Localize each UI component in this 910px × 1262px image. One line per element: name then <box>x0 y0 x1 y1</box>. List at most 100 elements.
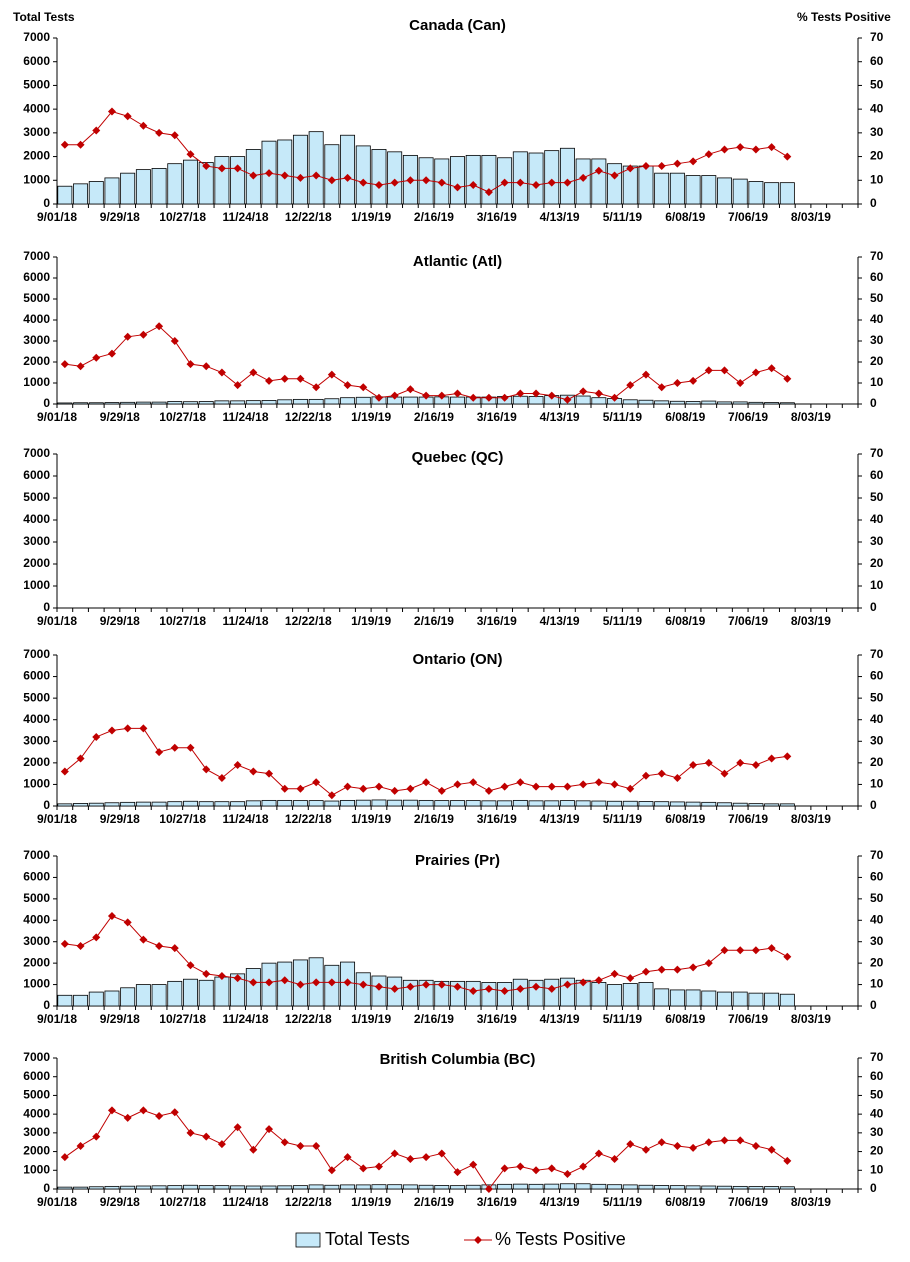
x-tick-label: 9/01/18 <box>37 410 77 424</box>
bar <box>748 181 764 205</box>
bar <box>183 159 198 205</box>
point <box>469 1160 478 1169</box>
x-tick-label: 10/27/18 <box>159 210 206 224</box>
y-tick-label: 7000 <box>23 1050 50 1064</box>
bar <box>418 799 434 807</box>
bar <box>575 1183 591 1190</box>
point <box>406 1155 415 1164</box>
bar <box>544 1183 560 1190</box>
point <box>437 980 446 989</box>
y2-tick-label: 10 <box>870 777 884 791</box>
bar <box>151 1185 167 1190</box>
bar <box>355 145 371 205</box>
y-tick-label: 7000 <box>23 446 50 460</box>
point <box>233 164 242 173</box>
point <box>170 743 179 752</box>
bar <box>559 800 575 807</box>
point <box>217 773 226 782</box>
y-tick-label: 0 <box>43 798 50 812</box>
y2-tick-label: 20 <box>870 955 884 969</box>
bar <box>183 401 198 405</box>
bar <box>104 402 120 405</box>
point <box>704 758 713 767</box>
bar <box>669 400 685 405</box>
bar <box>701 990 717 1007</box>
point <box>657 769 666 778</box>
y-tick-label: 6000 <box>23 669 50 683</box>
point <box>563 980 572 989</box>
bar <box>292 800 308 807</box>
point <box>422 1153 431 1162</box>
bar <box>73 803 89 807</box>
x-tick-label: 6/08/19 <box>665 614 705 628</box>
y-tick-label: 3000 <box>23 534 50 548</box>
point <box>359 784 368 793</box>
bar <box>512 151 528 205</box>
bar <box>183 1184 198 1190</box>
x-tick-label: 9/01/18 <box>37 210 77 224</box>
x-tick-label: 11/24/18 <box>222 812 268 826</box>
x-tick-label: 3/16/19 <box>477 210 517 224</box>
bar <box>544 150 560 205</box>
point <box>327 978 336 987</box>
y-tick-label: 2000 <box>23 556 50 570</box>
point <box>170 1108 179 1117</box>
bar <box>324 800 340 807</box>
bar <box>214 976 230 1007</box>
point <box>139 1106 148 1115</box>
y-tick-label: 7000 <box>23 647 50 661</box>
point <box>280 784 289 793</box>
y2-tick-label: 10 <box>870 578 884 592</box>
point <box>500 782 509 791</box>
point <box>249 368 258 377</box>
point <box>626 784 635 793</box>
chart-title: Atlantic (Atl) <box>413 253 502 270</box>
bar <box>167 1185 183 1190</box>
bar <box>355 799 371 807</box>
y-tick-label: 2000 <box>23 354 50 368</box>
bar <box>654 1185 670 1190</box>
x-tick-label: 7/06/19 <box>728 210 768 224</box>
bar <box>88 1186 104 1190</box>
point <box>594 976 603 985</box>
y2-tick-label: 50 <box>870 490 884 504</box>
y2-tick-label: 0 <box>870 998 877 1012</box>
y2-tick-label: 40 <box>870 712 884 726</box>
bar <box>450 1185 465 1190</box>
x-tick-label: 10/27/18 <box>159 614 206 628</box>
bar <box>418 979 434 1007</box>
bar <box>340 134 356 205</box>
x-tick-label: 7/06/19 <box>728 614 768 628</box>
x-tick-label: 12/22/18 <box>285 614 332 628</box>
point <box>249 1145 258 1154</box>
point <box>406 784 415 793</box>
x-tick-label: 2/16/19 <box>414 210 454 224</box>
bar <box>104 177 120 205</box>
x-tick-label: 5/11/19 <box>603 210 643 224</box>
bar <box>340 397 356 405</box>
bar <box>151 168 167 205</box>
point <box>437 391 446 400</box>
y2-tick-label: 30 <box>870 934 884 948</box>
point <box>60 939 69 948</box>
bar <box>277 399 293 405</box>
point <box>437 1149 446 1158</box>
bar <box>183 800 198 807</box>
point <box>155 322 164 331</box>
y-tick-label: 1000 <box>23 172 50 186</box>
y2-tick-label: 0 <box>870 196 877 210</box>
point <box>107 912 116 920</box>
point <box>249 171 258 180</box>
bar <box>638 399 654 405</box>
point <box>343 978 352 987</box>
x-tick-label: 11/24/18 <box>222 1012 268 1026</box>
y-tick-label: 3000 <box>23 934 50 948</box>
bar <box>198 401 214 405</box>
point <box>453 1168 462 1177</box>
point <box>673 965 682 974</box>
bar <box>764 402 780 405</box>
bar <box>512 799 528 807</box>
bar <box>559 147 575 205</box>
point <box>594 166 603 175</box>
